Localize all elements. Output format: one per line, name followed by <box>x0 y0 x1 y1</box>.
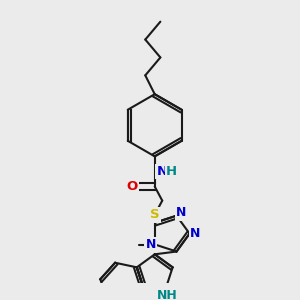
Text: N: N <box>176 206 186 219</box>
Text: NH: NH <box>157 290 178 300</box>
Text: H: H <box>166 165 177 178</box>
Text: O: O <box>127 180 138 193</box>
Text: N: N <box>190 227 200 240</box>
Text: N: N <box>157 165 168 178</box>
Text: S: S <box>150 208 160 221</box>
Text: N: N <box>146 238 156 251</box>
